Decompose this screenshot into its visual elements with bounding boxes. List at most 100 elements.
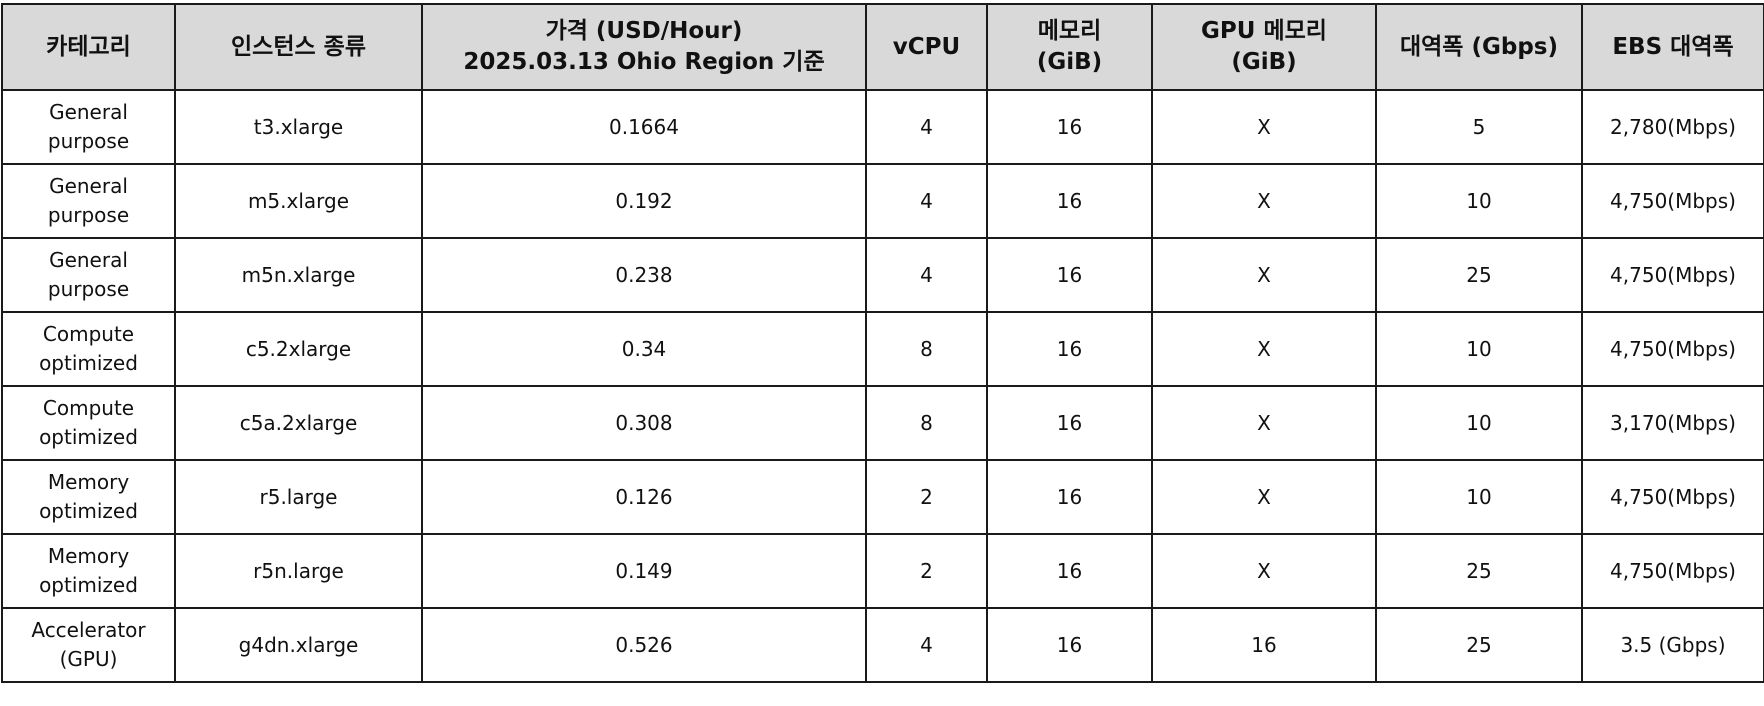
table-row: Memory optimized r5.large 0.126 2 16 X 1… [1, 459, 1764, 535]
cell-category-line-1: Memory [47, 470, 130, 494]
header-price: 가격 (USD/Hour) 2025.03.13 Ohio Region 기준 [421, 3, 867, 91]
header-memory-line-2: (GiB) [1036, 49, 1103, 75]
cell-price: 0.238 [421, 237, 867, 313]
cell-ebs-bandwidth: 3.5 (Gbps) [1581, 607, 1764, 683]
header-ebs-bandwidth: EBS 대역폭 [1581, 3, 1764, 91]
cell-category-line-2: optimized [39, 499, 138, 523]
cell-price: 0.308 [421, 385, 867, 461]
cell-ebs-bandwidth: 4,750(Mbps) [1581, 311, 1764, 387]
header-vcpu: vCPU [865, 3, 988, 91]
cell-instance-type: c5a.2xlarge [174, 385, 423, 461]
cell-gpu-memory: X [1151, 163, 1377, 239]
cell-vcpu: 4 [865, 607, 988, 683]
cell-category: General purpose [1, 163, 176, 239]
cell-price: 0.149 [421, 533, 867, 609]
cell-vcpu: 4 [865, 237, 988, 313]
cell-category-line-2: (GPU) [59, 647, 118, 671]
cell-category-line-1: Memory [47, 544, 130, 568]
table-row: Memory optimized r5n.large 0.149 2 16 X … [1, 533, 1764, 609]
cell-ebs-bandwidth: 2,780(Mbps) [1581, 89, 1764, 165]
header-gpu-memory-line-2: (GiB) [1231, 49, 1297, 75]
header-price-line-2: 2025.03.13 Ohio Region 기준 [463, 49, 825, 75]
cell-category-line-2: optimized [39, 425, 138, 449]
cell-category: Accelerator (GPU) [1, 607, 176, 683]
cell-ebs-bandwidth: 4,750(Mbps) [1581, 459, 1764, 535]
cell-instance-type: m5n.xlarge [174, 237, 423, 313]
cell-price: 0.34 [421, 311, 867, 387]
cell-gpu-memory: X [1151, 533, 1377, 609]
cell-gpu-memory: X [1151, 385, 1377, 461]
cell-category-line-1: General [49, 174, 128, 198]
instance-comparison-table: 카테고리 인스턴스 종류 가격 (USD/Hour) 2025.03.13 Oh… [1, 3, 1764, 683]
cell-bandwidth: 10 [1375, 311, 1583, 387]
cell-instance-type: g4dn.xlarge [174, 607, 423, 683]
cell-gpu-memory: 16 [1151, 607, 1377, 683]
cell-gpu-memory: X [1151, 459, 1377, 535]
cell-category: General purpose [1, 237, 176, 313]
cell-bandwidth: 25 [1375, 237, 1583, 313]
cell-category: General purpose [1, 89, 176, 165]
table-header: 카테고리 인스턴스 종류 가격 (USD/Hour) 2025.03.13 Oh… [1, 3, 1764, 91]
cell-category-line-1: General [49, 248, 128, 272]
cell-memory: 16 [986, 533, 1153, 609]
table-row: General purpose m5.xlarge 0.192 4 16 X 1… [1, 163, 1764, 239]
cell-vcpu: 2 [865, 533, 988, 609]
cell-category-line-2: optimized [39, 573, 138, 597]
header-memory-line-1: 메모리 [1037, 18, 1102, 44]
table-row: Compute optimized c5a.2xlarge 0.308 8 16… [1, 385, 1764, 461]
cell-bandwidth: 10 [1375, 163, 1583, 239]
cell-category-line-1: Accelerator [31, 618, 146, 642]
cell-ebs-bandwidth: 4,750(Mbps) [1581, 237, 1764, 313]
cell-instance-type: t3.xlarge [174, 89, 423, 165]
instance-comparison-table-frame: 카테고리 인스턴스 종류 가격 (USD/Hour) 2025.03.13 Oh… [1, 3, 1764, 683]
cell-category-line-2: optimized [39, 351, 138, 375]
cell-bandwidth: 25 [1375, 533, 1583, 609]
cell-gpu-memory: X [1151, 311, 1377, 387]
table-row: Compute optimized c5.2xlarge 0.34 8 16 X… [1, 311, 1764, 387]
cell-memory: 16 [986, 459, 1153, 535]
cell-bandwidth: 10 [1375, 459, 1583, 535]
cell-memory: 16 [986, 311, 1153, 387]
table-row: Accelerator (GPU) g4dn.xlarge 0.526 4 16… [1, 607, 1764, 683]
cell-vcpu: 2 [865, 459, 988, 535]
cell-ebs-bandwidth: 3,170(Mbps) [1581, 385, 1764, 461]
cell-bandwidth: 5 [1375, 89, 1583, 165]
cell-instance-type: m5.xlarge [174, 163, 423, 239]
header-bandwidth-line: 대역폭 (Gbps) [1399, 33, 1558, 60]
cell-memory: 16 [986, 607, 1153, 683]
cell-category: Memory optimized [1, 533, 176, 609]
cell-category-line-2: purpose [47, 129, 130, 153]
header-gpu-memory-line-1: GPU 메모리 [1201, 18, 1327, 44]
header-gpu-memory: GPU 메모리 (GiB) [1151, 3, 1377, 91]
cell-bandwidth: 25 [1375, 607, 1583, 683]
cell-bandwidth: 10 [1375, 385, 1583, 461]
header-row: 카테고리 인스턴스 종류 가격 (USD/Hour) 2025.03.13 Oh… [1, 3, 1764, 91]
cell-vcpu: 4 [865, 163, 988, 239]
header-vcpu-line: vCPU [892, 33, 961, 60]
cell-category-line-2: purpose [47, 277, 130, 301]
cell-price: 0.192 [421, 163, 867, 239]
header-ebs-bandwidth-line: EBS 대역폭 [1612, 33, 1734, 60]
cell-instance-type: r5.large [174, 459, 423, 535]
cell-vcpu: 8 [865, 311, 988, 387]
header-category-line: 카테고리 [46, 33, 131, 60]
cell-gpu-memory: X [1151, 89, 1377, 165]
cell-vcpu: 4 [865, 89, 988, 165]
cell-instance-type: r5n.large [174, 533, 423, 609]
header-memory: 메모리 (GiB) [986, 3, 1153, 91]
cell-ebs-bandwidth: 4,750(Mbps) [1581, 533, 1764, 609]
cell-category-line-2: purpose [47, 203, 130, 227]
table-row: General purpose t3.xlarge 0.1664 4 16 X … [1, 89, 1764, 165]
cell-memory: 16 [986, 163, 1153, 239]
cell-price: 0.526 [421, 607, 867, 683]
cell-instance-type: c5.2xlarge [174, 311, 423, 387]
cell-price: 0.126 [421, 459, 867, 535]
cell-category-line-1: General [49, 100, 128, 124]
cell-price: 0.1664 [421, 89, 867, 165]
cell-memory: 16 [986, 89, 1153, 165]
cell-memory: 16 [986, 237, 1153, 313]
cell-gpu-memory: X [1151, 237, 1377, 313]
cell-memory: 16 [986, 385, 1153, 461]
cell-category: Memory optimized [1, 459, 176, 535]
header-bandwidth: 대역폭 (Gbps) [1375, 3, 1583, 91]
